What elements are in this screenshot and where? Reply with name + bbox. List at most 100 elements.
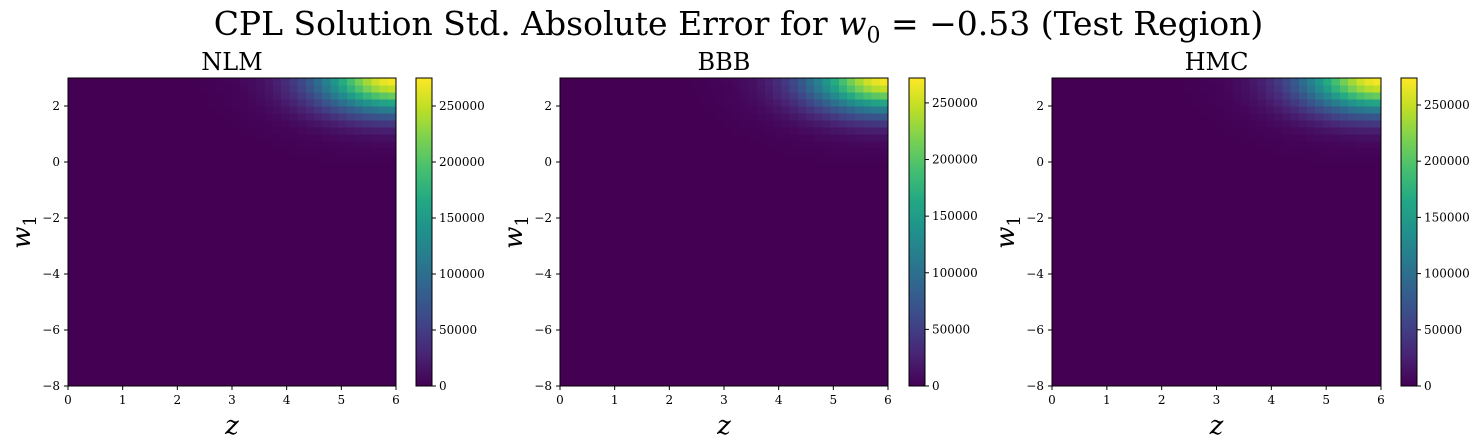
heat-cell bbox=[666, 253, 676, 261]
heat-cell bbox=[289, 372, 299, 380]
heat-cell bbox=[100, 120, 110, 128]
heat-cell bbox=[1241, 232, 1250, 240]
heat-cell bbox=[1315, 302, 1325, 310]
heat-cell bbox=[133, 120, 143, 128]
heat-cell bbox=[1052, 225, 1061, 233]
heat-cell bbox=[822, 246, 832, 254]
heat-cell bbox=[1372, 232, 1382, 240]
heat-cell bbox=[1298, 337, 1308, 345]
heat-cell bbox=[1134, 141, 1144, 149]
heat-cell bbox=[338, 330, 348, 338]
heat-cell bbox=[773, 267, 782, 275]
heat-cell bbox=[642, 197, 651, 205]
heat-cell bbox=[781, 120, 791, 128]
heat-cell bbox=[100, 134, 110, 142]
heat-cell bbox=[1265, 232, 1275, 240]
heat-cell bbox=[576, 85, 586, 93]
heat-cell bbox=[724, 316, 733, 324]
heat-cell bbox=[1175, 141, 1185, 149]
heat-cell bbox=[1158, 253, 1168, 261]
heat-cell bbox=[92, 274, 102, 282]
heat-cell bbox=[371, 260, 381, 268]
heat-cell bbox=[223, 239, 233, 247]
heat-cell bbox=[822, 358, 832, 366]
heat-cell bbox=[1331, 183, 1341, 191]
heat-cell bbox=[1274, 302, 1283, 310]
heat-cell bbox=[633, 176, 643, 184]
heat-cell bbox=[601, 162, 610, 170]
heat-cell bbox=[1191, 183, 1201, 191]
heat-cell bbox=[1060, 190, 1070, 198]
heat-cell bbox=[338, 99, 348, 107]
heat-cell bbox=[666, 176, 676, 184]
heat-cell bbox=[346, 141, 356, 149]
heat-cell bbox=[1093, 225, 1102, 233]
heat-cell bbox=[1208, 372, 1218, 380]
heat-cell bbox=[289, 211, 299, 219]
heat-cell bbox=[355, 372, 364, 380]
heat-cell bbox=[84, 211, 94, 219]
heat-cell bbox=[871, 344, 881, 352]
heat-cell bbox=[338, 302, 348, 310]
heat-cell bbox=[1323, 288, 1333, 296]
heat-cell bbox=[322, 148, 331, 156]
heat-cell bbox=[1068, 288, 1078, 296]
heat-cell bbox=[650, 344, 659, 352]
heat-cell bbox=[724, 379, 733, 387]
heat-cell bbox=[1200, 155, 1209, 163]
heat-cell bbox=[314, 253, 323, 261]
heat-cell bbox=[1183, 379, 1193, 387]
heat-cell bbox=[601, 176, 610, 184]
heat-cell bbox=[838, 309, 848, 317]
heat-cell bbox=[1257, 162, 1267, 170]
heat-cell bbox=[863, 302, 873, 310]
heat-cell bbox=[806, 197, 815, 205]
heat-cell bbox=[724, 134, 733, 142]
figure-title-prefix: CPL Solution Std. Absolute Error for bbox=[213, 4, 839, 43]
heat-cell bbox=[1241, 176, 1250, 184]
heat-cell bbox=[68, 225, 77, 233]
heat-cell bbox=[158, 337, 167, 345]
heat-cell bbox=[601, 183, 610, 191]
heat-cell bbox=[830, 183, 840, 191]
heat-cell bbox=[256, 316, 266, 324]
heat-cell bbox=[371, 113, 381, 121]
heat-cell bbox=[617, 120, 627, 128]
heat-cell bbox=[847, 148, 856, 156]
heat-cell bbox=[182, 197, 192, 205]
heat-cell bbox=[781, 239, 791, 247]
heat-cell bbox=[1068, 155, 1078, 163]
heat-cell bbox=[264, 232, 274, 240]
heat-cell bbox=[174, 218, 184, 226]
heat-cell bbox=[1076, 351, 1086, 359]
heat-cell bbox=[847, 113, 856, 121]
heat-cell bbox=[625, 99, 635, 107]
heat-cell bbox=[609, 169, 618, 177]
heat-cell bbox=[1109, 155, 1119, 163]
heat-cell bbox=[1208, 281, 1218, 289]
heat-cell bbox=[1306, 323, 1316, 331]
heat-cell bbox=[182, 302, 192, 310]
heat-cell bbox=[1290, 379, 1300, 387]
heat-cell bbox=[117, 99, 126, 107]
heat-cell bbox=[109, 134, 118, 142]
heat-cell bbox=[1249, 323, 1259, 331]
heat-cell bbox=[625, 141, 635, 149]
heat-cell bbox=[715, 232, 725, 240]
heat-cell bbox=[789, 92, 799, 100]
heat-cell bbox=[1224, 197, 1234, 205]
heat-cell bbox=[633, 155, 643, 163]
heat-cell bbox=[289, 134, 299, 142]
heat-cell bbox=[691, 267, 700, 275]
heat-cell bbox=[256, 253, 266, 261]
heat-cell bbox=[1339, 239, 1349, 247]
heat-cell bbox=[658, 344, 668, 352]
heat-cell bbox=[1117, 225, 1127, 233]
heat-cell bbox=[182, 274, 192, 282]
heat-cell bbox=[1348, 372, 1357, 380]
heat-cell bbox=[207, 288, 217, 296]
heat-cell bbox=[289, 351, 299, 359]
heat-cell bbox=[273, 372, 282, 380]
heat-cell bbox=[305, 218, 315, 226]
heat-cell bbox=[879, 379, 889, 387]
